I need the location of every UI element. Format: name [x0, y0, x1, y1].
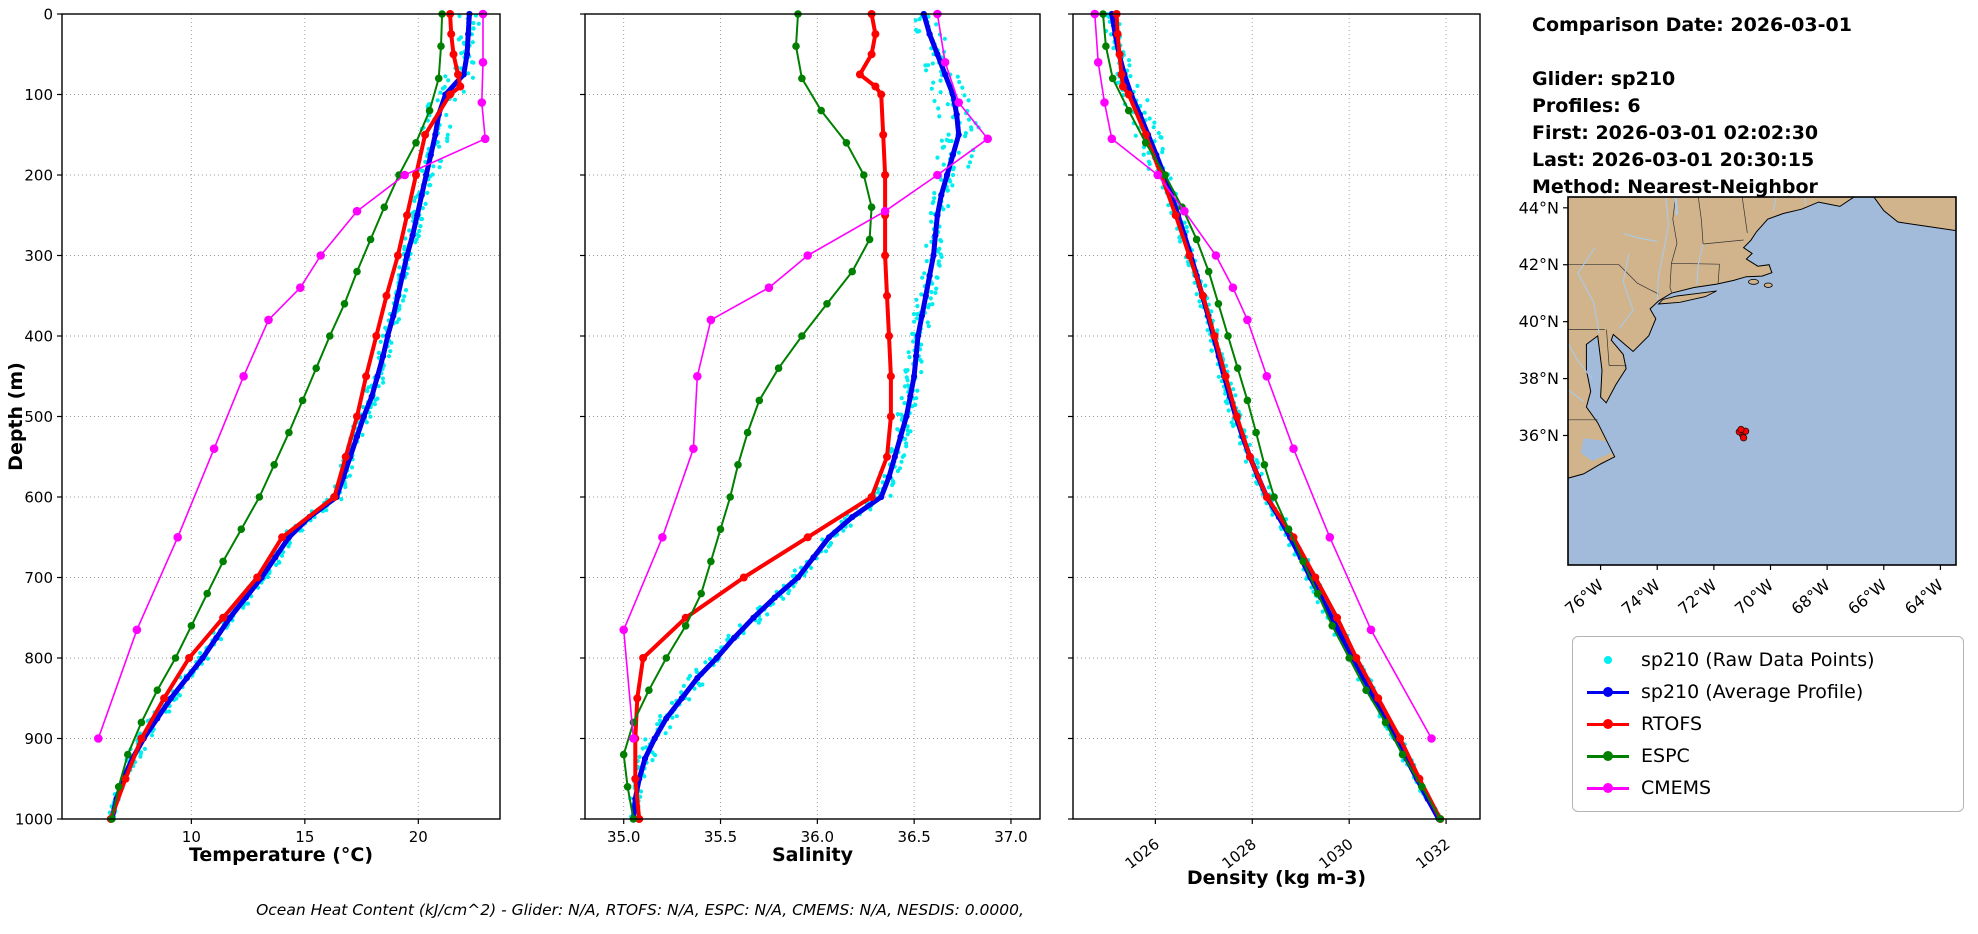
map-rivers: [1568, 197, 1807, 402]
first-profile-text: First: 2026-03-01 02:02:30: [1532, 122, 1819, 144]
legend-item: sp210 (Average Profile): [1587, 681, 1949, 703]
x-tick-label: 1032: [1412, 835, 1453, 873]
raw-data-points: [1101, 12, 1444, 822]
series-rtofs: [631, 10, 895, 823]
legend-label: RTOFS: [1641, 713, 1703, 735]
series-espc: [1099, 10, 1445, 823]
depth-tick-label: 900: [24, 730, 53, 748]
legend-marker-icon: [1587, 747, 1629, 765]
depth-tick-label: 800: [24, 650, 53, 668]
x-tick-label: 1026: [1122, 835, 1163, 873]
plot-legend: sp210 (Raw Data Points) sp210 (Average Pr…: [1572, 636, 1964, 812]
last-profile-text: Last: 2026-03-01 20:30:15: [1532, 149, 1815, 171]
gridlines: [585, 13, 1040, 820]
map-frame: [1567, 196, 1957, 566]
x-tick-label: 36.5: [897, 828, 930, 846]
legend-marker-icon: [1587, 779, 1629, 797]
depth-tick-label: 600: [24, 489, 53, 507]
map-lon-tick-label: 66°W: [1844, 575, 1890, 618]
legend-label: ESPC: [1641, 745, 1690, 767]
legend-label: sp210 (Raw Data Points): [1641, 649, 1875, 671]
comparison-date-text: Comparison Date: 2026-03-01: [1532, 14, 1852, 36]
info-spacer: [1532, 39, 1962, 66]
legend-marker-icon: [1587, 651, 1629, 669]
depth-tick-label: 500: [24, 408, 53, 426]
density-axis-label: Density (kg m-3): [1187, 867, 1366, 889]
map-lat-tick-label: 38°N: [1519, 369, 1559, 388]
legend-marker-icon: [1587, 715, 1629, 733]
legend-marker-icon: [1587, 683, 1629, 701]
location-map: 44°N 42°N 40°N 38°N 36°N 76°W 74°W 72°W 70°W 68°W…: [1500, 190, 1978, 630]
legend-item: CMEMS: [1587, 777, 1949, 799]
salinity-plot: 35.0 35.5 36.0 36.5 37.0 Salinity: [580, 9, 1041, 866]
series-rtofs: [1112, 10, 1445, 823]
map-land: [1568, 197, 1956, 479]
x-tick-label: 36.0: [801, 828, 834, 846]
profile-plots: Depth (m)10 15 200100200300400500600700800…: [5, 6, 1481, 889]
glider-position-marker: [1735, 425, 1750, 442]
depth-tick-label: 400: [24, 328, 53, 346]
map-lat-tick-label: 42°N: [1519, 255, 1559, 274]
map-lat-tick-label: 44°N: [1519, 198, 1559, 217]
x-tick-label: 10: [182, 828, 201, 846]
map-lat-tick-label: 36°N: [1519, 426, 1559, 445]
map-lat-tick-label: 40°N: [1519, 312, 1559, 331]
series-sp210-average-profile-: [630, 10, 962, 823]
x-tick-label: 20: [409, 828, 428, 846]
map-lon-tick-label: 72°W: [1674, 575, 1720, 618]
temperature-axis-label: Temperature (°C): [189, 844, 373, 866]
map-lon-tick-label: 74°W: [1618, 575, 1664, 618]
legend-item: RTOFS: [1587, 713, 1949, 735]
depth-tick-label: 1000: [15, 811, 53, 829]
temperature-plot: 10 15 2001002003004005006007008009001000Te…: [15, 6, 501, 866]
depth-tick-label: 700: [24, 569, 53, 587]
depth-tick-label: 300: [24, 247, 53, 265]
map-lon-tick-label: 64°W: [1901, 575, 1947, 618]
depth-tick-label: 0: [43, 6, 53, 24]
salinity-axis-label: Salinity: [772, 844, 854, 866]
ocean-heat-content-caption: Ocean Heat Content (kJ/cm^2) - Glider: N…: [256, 901, 1024, 919]
x-tick-label: 35.5: [704, 828, 737, 846]
series-cmems: [94, 9, 490, 743]
legend-item: ESPC: [1587, 745, 1949, 767]
method-text: Method: Nearest-Neighbor: [1532, 176, 1818, 198]
series-espc: [108, 10, 446, 823]
profiles-count-text: Profiles: 6: [1532, 95, 1641, 117]
depth-tick-label: 200: [24, 167, 53, 185]
map-lon-tick-label: 68°W: [1788, 575, 1834, 618]
depth-tick-label: 100: [24, 86, 53, 104]
series-cmems: [1090, 9, 1436, 743]
info-panel: Comparison Date: 2026-03-01 Glider: sp21…: [1532, 12, 1962, 201]
legend-label: CMEMS: [1641, 777, 1712, 799]
map-lon-tick-label: 70°W: [1731, 575, 1777, 618]
x-tick-label: 37.0: [994, 828, 1027, 846]
series-cmems: [619, 9, 992, 743]
x-tick-label: 35.0: [607, 828, 640, 846]
legend-item: sp210 (Raw Data Points): [1587, 649, 1949, 671]
series-espc: [619, 10, 876, 823]
legend-label: sp210 (Average Profile): [1641, 681, 1864, 703]
x-tick-label: 15: [295, 828, 314, 846]
glider-name-text: Glider: sp210: [1532, 68, 1676, 90]
series-rtofs: [106, 10, 465, 823]
map-lon-tick-label: 76°W: [1561, 575, 1607, 618]
depth-axis-label: Depth (m): [5, 362, 27, 471]
